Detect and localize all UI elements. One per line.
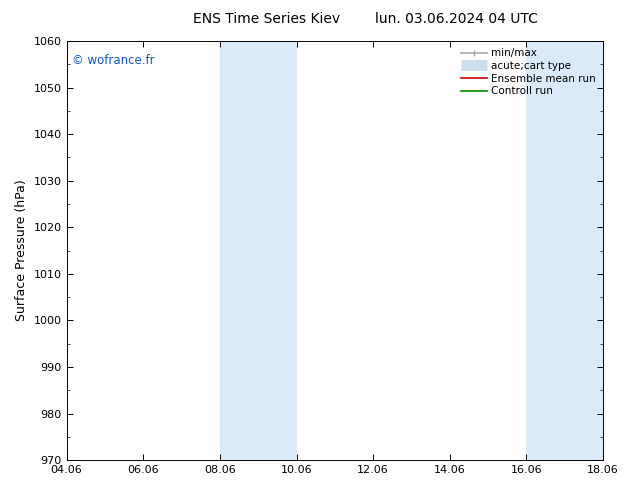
Text: lun. 03.06.2024 04 UTC: lun. 03.06.2024 04 UTC <box>375 12 538 26</box>
Y-axis label: Surface Pressure (hPa): Surface Pressure (hPa) <box>15 180 28 321</box>
Bar <box>526 41 603 460</box>
Bar <box>220 41 297 460</box>
Text: ENS Time Series Kiev: ENS Time Series Kiev <box>193 12 340 26</box>
Legend: min/max, acute;cart type, Ensemble mean run, Controll run: min/max, acute;cart type, Ensemble mean … <box>459 46 598 98</box>
Text: © wofrance.fr: © wofrance.fr <box>72 53 155 67</box>
